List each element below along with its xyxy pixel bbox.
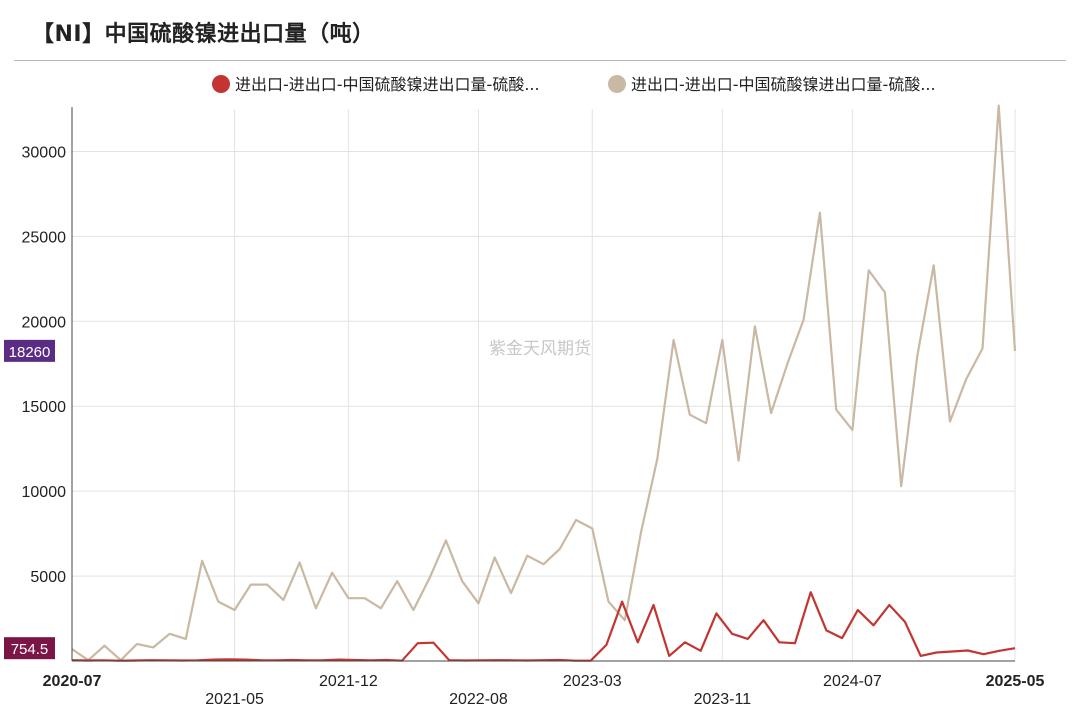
last-value-badge-2 [4, 339, 55, 362]
y-tick-label: 15000 [22, 399, 67, 416]
series-lines [71, 104, 1017, 662]
grid-lines [71, 109, 1016, 661]
last-value-badge-text-1: 754.5 [11, 641, 49, 658]
y-tick-label: 5000 [30, 569, 66, 586]
x-tick-label: 2021-12 [319, 673, 378, 690]
y-tick-label: 10000 [22, 484, 67, 501]
page-title: 【NI】中国硫酸镍进出口量（吨） [32, 22, 375, 47]
legend: 进出口-进出口-中国硫酸镍进出口量-硫酸... 进出口-进出口-中国硫酸镍进出口量… [212, 75, 936, 94]
watermark: 紫金天风期货 [489, 339, 591, 359]
legend-marker-2 [608, 75, 626, 93]
x-tick-label: 2023-03 [563, 673, 622, 690]
series-line-2 [71, 104, 1017, 662]
last-value-badge-text-2: 18260 [9, 344, 51, 361]
x-tick-label: 2024-07 [823, 673, 882, 690]
y-tick-label: 30000 [22, 144, 67, 161]
axes: 5000 10000 15000 20000 25000 30000 2020-07 2021… [22, 107, 1045, 708]
x-tick-label: 2021-05 [205, 691, 264, 708]
series-line-1 [71, 591, 1016, 662]
legend-label-2: 进出口-进出口-中国硫酸镍进出口量-硫酸... [631, 75, 936, 94]
title-divider [14, 60, 1066, 61]
x-tick-label: 2025-05 [986, 673, 1045, 690]
x-tick-label: 2022-08 [449, 691, 508, 708]
legend-marker-1 [212, 75, 230, 93]
y-tick-label: 25000 [22, 229, 67, 246]
x-tick-label: 2023-11 [694, 691, 752, 708]
last-value-badges: 18260 754.5 [4, 339, 55, 660]
x-tick-label: 2020-07 [43, 673, 102, 690]
last-value-badge-1 [4, 637, 55, 660]
legend-label-1: 进出口-进出口-中国硫酸镍进出口量-硫酸... [235, 75, 540, 94]
y-tick-label: 20000 [22, 314, 67, 331]
